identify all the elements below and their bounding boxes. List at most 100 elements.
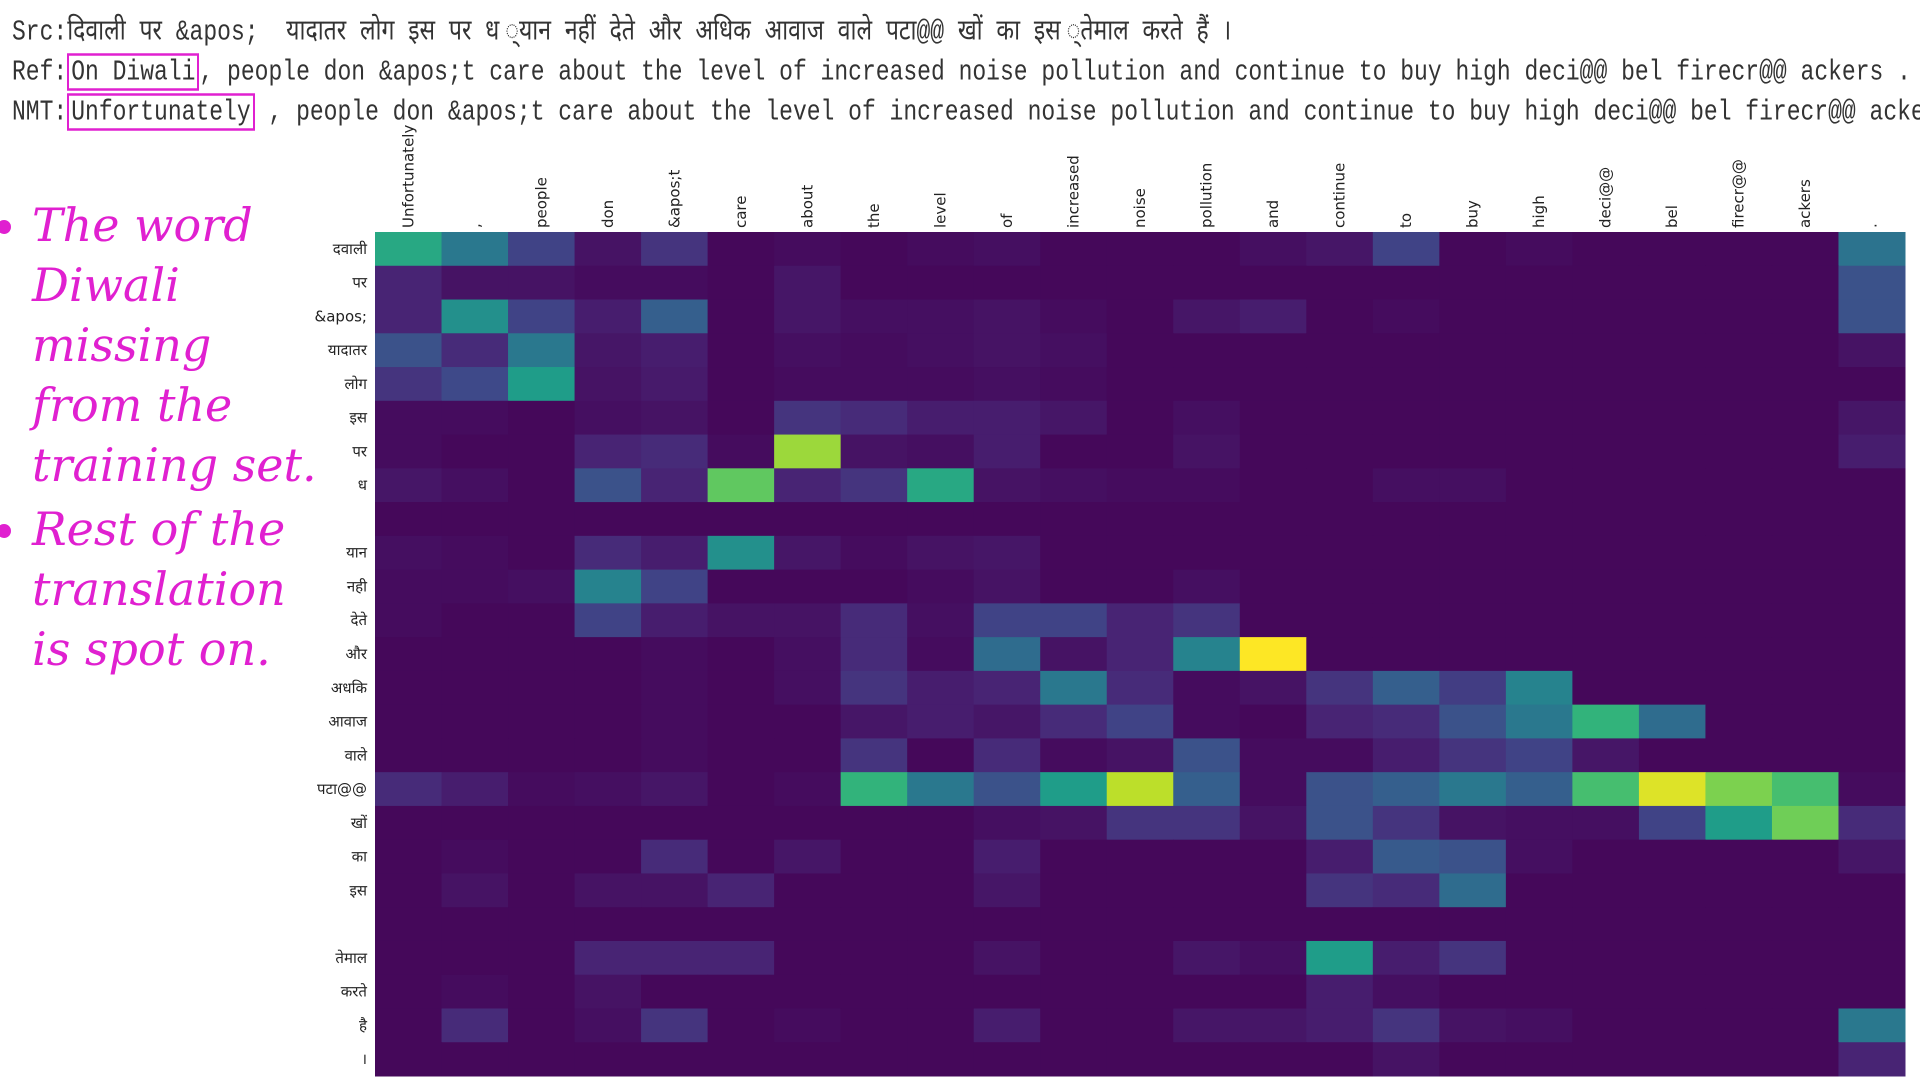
line-label: Ref:: [12, 55, 68, 89]
heatmap-cell: [774, 839, 842, 874]
heatmap-cell: [1239, 468, 1307, 503]
heatmap-cell: [1372, 907, 1440, 942]
note: Rest of the translation is spot on.: [32, 499, 332, 679]
heatmap-cell: [574, 400, 642, 436]
heatmap-cell: [1505, 569, 1573, 604]
heatmap-cell: [1372, 670, 1440, 706]
heatmap-cell: [1306, 907, 1374, 942]
heatmap-cell: [1372, 333, 1440, 368]
y-tick-label: है: [359, 1016, 368, 1034]
heatmap-cell: [840, 873, 908, 908]
heatmap-cell: [1705, 704, 1773, 739]
heatmap-cell: [1638, 738, 1706, 773]
heatmap-cell: [508, 400, 576, 436]
heatmap-cell: [1638, 400, 1706, 436]
line-text: दिवाली पर &apos; यादातर लोग इस पर ध ्यान…: [67, 15, 1232, 49]
heatmap-cell: [1838, 468, 1906, 503]
heatmap-cell: [1771, 873, 1839, 908]
heatmap-cell: [1239, 772, 1307, 807]
heatmap-cell: [1838, 367, 1906, 402]
heatmap-cell: [441, 637, 509, 672]
heatmap-cell: [1106, 907, 1174, 942]
heatmap-cell: [1838, 805, 1906, 841]
heatmap-cell: [441, 873, 509, 908]
heatmap-cell: [707, 299, 775, 334]
heatmap-cell: [1705, 333, 1773, 368]
x-tick-label: to: [1397, 213, 1415, 228]
heatmap-cell: [1838, 400, 1906, 436]
heatmap-cell: [840, 704, 908, 739]
heatmap-cell: [375, 502, 443, 537]
heatmap-cell: [1306, 704, 1374, 739]
text-line: NMT: Unfortunately , people don &apos;t c…: [12, 87, 1920, 137]
heatmap-cell: [1106, 569, 1174, 604]
heatmap-cell: [441, 772, 509, 807]
heatmap-cell: [1705, 805, 1773, 841]
heatmap-cell: [1705, 299, 1773, 334]
heatmap-cell: [1638, 1008, 1706, 1043]
heatmap-cell: [1106, 535, 1174, 571]
heatmap-cell: [375, 772, 443, 807]
heatmap-cell: [1838, 299, 1906, 334]
heatmap-cell: [973, 400, 1041, 436]
heatmap-cell: [907, 873, 975, 908]
heatmap-cell: [1838, 974, 1906, 1009]
heatmap-cell: [508, 974, 576, 1009]
heatmap-cell: [1439, 738, 1507, 773]
heatmap-cell: [1638, 367, 1706, 402]
y-tick-label: देते: [350, 611, 367, 629]
heatmap-cell: [774, 367, 842, 402]
heatmap-cell: [1106, 232, 1174, 267]
heatmap-cell: [1572, 535, 1640, 571]
heatmap-cell: [1040, 1008, 1108, 1043]
heatmap-cell: [1106, 637, 1174, 672]
heatmap-cell: [1439, 839, 1507, 874]
heatmap-cell: [1439, 907, 1507, 942]
heatmap-cell: [574, 907, 642, 942]
heatmap-cell: [1372, 535, 1440, 571]
heatmap-cell: [1106, 772, 1174, 807]
heatmap-cell: [774, 400, 842, 436]
heatmap-cell: [1173, 468, 1241, 503]
heatmap-cell: [1306, 637, 1374, 672]
heatmap-cell: [1771, 839, 1839, 874]
heatmap-cell: [1838, 738, 1906, 773]
heatmap-cell: [1638, 468, 1706, 503]
heatmap-cell: [840, 839, 908, 874]
heatmap-cell: [1638, 299, 1706, 334]
heatmap-cell: [574, 569, 642, 604]
heatmap-cell: [641, 805, 709, 841]
heatmap-cell: [840, 940, 908, 976]
heatmap-cell: [707, 940, 775, 976]
heatmap-cell: [508, 299, 576, 334]
heatmap-cell: [774, 704, 842, 739]
heatmap-cell: [907, 670, 975, 706]
heatmap-cell: [707, 1042, 775, 1077]
heatmap-cell: [1372, 569, 1440, 604]
x-tick-label: the: [865, 203, 883, 228]
heatmap-cell: [1838, 502, 1906, 537]
x-tick-label: buy: [1464, 200, 1482, 228]
heatmap-cell: [441, 400, 509, 436]
heatmap-cell: [375, 569, 443, 604]
heatmap-cell: [774, 468, 842, 503]
heatmap-cell: [973, 333, 1041, 368]
heatmap-cell: [1705, 535, 1773, 571]
heatmap-cell: [1106, 873, 1174, 908]
x-tick-label: high: [1530, 195, 1548, 228]
heatmap-cell: [1306, 940, 1374, 976]
heatmap-cell: [1040, 400, 1108, 436]
heatmap-cell: [774, 805, 842, 841]
heatmap-cell: [508, 839, 576, 874]
heatmap-cell: [1505, 637, 1573, 672]
y-tick-label: नही: [347, 577, 368, 595]
heatmap-cell: [1572, 670, 1640, 706]
heatmap-cell: [1771, 603, 1839, 638]
heatmap-cell: [508, 468, 576, 503]
heatmap-cell: [1705, 367, 1773, 402]
heatmap-cell: [907, 637, 975, 672]
heatmap-cell: [1306, 805, 1374, 841]
heatmap-cell: [1106, 738, 1174, 773]
heatmap-cell: [441, 299, 509, 334]
heatmap-cell: [1439, 1042, 1507, 1077]
